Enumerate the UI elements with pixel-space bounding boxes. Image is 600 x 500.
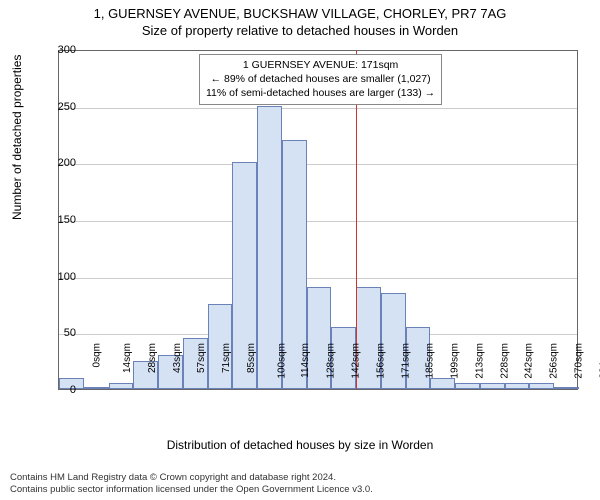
y-tick-label: 150 (46, 214, 76, 226)
x-tick-label: 270sqm (573, 343, 584, 379)
x-tick-label: 43sqm (172, 343, 183, 373)
chart-title-line2: Size of property relative to detached ho… (0, 23, 600, 38)
histogram-bar (109, 383, 134, 389)
footer-line1: Contains HM Land Registry data © Crown c… (10, 472, 373, 484)
x-tick-label: 100sqm (276, 343, 287, 379)
chart-plot-area: 1 GUERNSEY AVENUE: 171sqm← 89% of detach… (58, 50, 578, 390)
x-tick-label: 142sqm (351, 343, 362, 379)
chart-title-line1: 1, GUERNSEY AVENUE, BUCKSHAW VILLAGE, CH… (0, 0, 600, 21)
histogram-bar (84, 387, 109, 389)
x-tick-label: 171sqm (400, 343, 411, 379)
histogram-bar (505, 383, 530, 389)
y-tick-label: 250 (46, 101, 76, 113)
y-axis-label: Number of detached properties (10, 55, 24, 220)
gridline (59, 278, 577, 279)
x-tick-label: 242sqm (524, 343, 535, 379)
footer-attribution: Contains HM Land Registry data © Crown c… (10, 472, 373, 496)
x-axis-label: Distribution of detached houses by size … (0, 438, 600, 452)
x-tick-label: 213sqm (474, 343, 485, 379)
plot-box: 1 GUERNSEY AVENUE: 171sqm← 89% of detach… (58, 50, 578, 390)
x-tick-label: 14sqm (122, 343, 133, 373)
x-tick-label: 156sqm (375, 343, 386, 379)
x-tick-label: 228sqm (499, 343, 510, 379)
y-tick-label: 300 (46, 44, 76, 56)
x-tick-label: 85sqm (246, 343, 257, 373)
y-tick-label: 100 (46, 271, 76, 283)
x-tick-label: 199sqm (450, 343, 461, 379)
footer-line2: Contains public sector information licen… (10, 484, 373, 496)
info-box-line1: 1 GUERNSEY AVENUE: 171sqm (206, 58, 435, 72)
y-tick-label: 0 (46, 384, 76, 396)
x-tick-label: 256sqm (549, 343, 560, 379)
info-box-line2: ← 89% of detached houses are smaller (1,… (206, 72, 435, 86)
y-tick-label: 200 (46, 157, 76, 169)
y-tick-label: 50 (46, 327, 76, 339)
info-box: 1 GUERNSEY AVENUE: 171sqm← 89% of detach… (199, 54, 442, 105)
gridline (59, 108, 577, 109)
x-tick-label: 57sqm (196, 343, 207, 373)
x-tick-label: 0sqm (92, 343, 103, 367)
x-tick-label: 71sqm (221, 343, 232, 373)
x-tick-label: 128sqm (326, 343, 337, 379)
gridline (59, 164, 577, 165)
histogram-bar (430, 378, 455, 389)
histogram-bar (455, 383, 480, 389)
histogram-bar (480, 383, 505, 389)
gridline (59, 221, 577, 222)
x-tick-label: 114sqm (300, 343, 311, 378)
x-tick-label: 28sqm (147, 343, 158, 373)
x-tick-label: 185sqm (425, 343, 436, 379)
histogram-bar (529, 383, 554, 389)
info-box-line3: 11% of semi-detached houses are larger (… (206, 86, 435, 100)
histogram-bar (554, 387, 579, 389)
